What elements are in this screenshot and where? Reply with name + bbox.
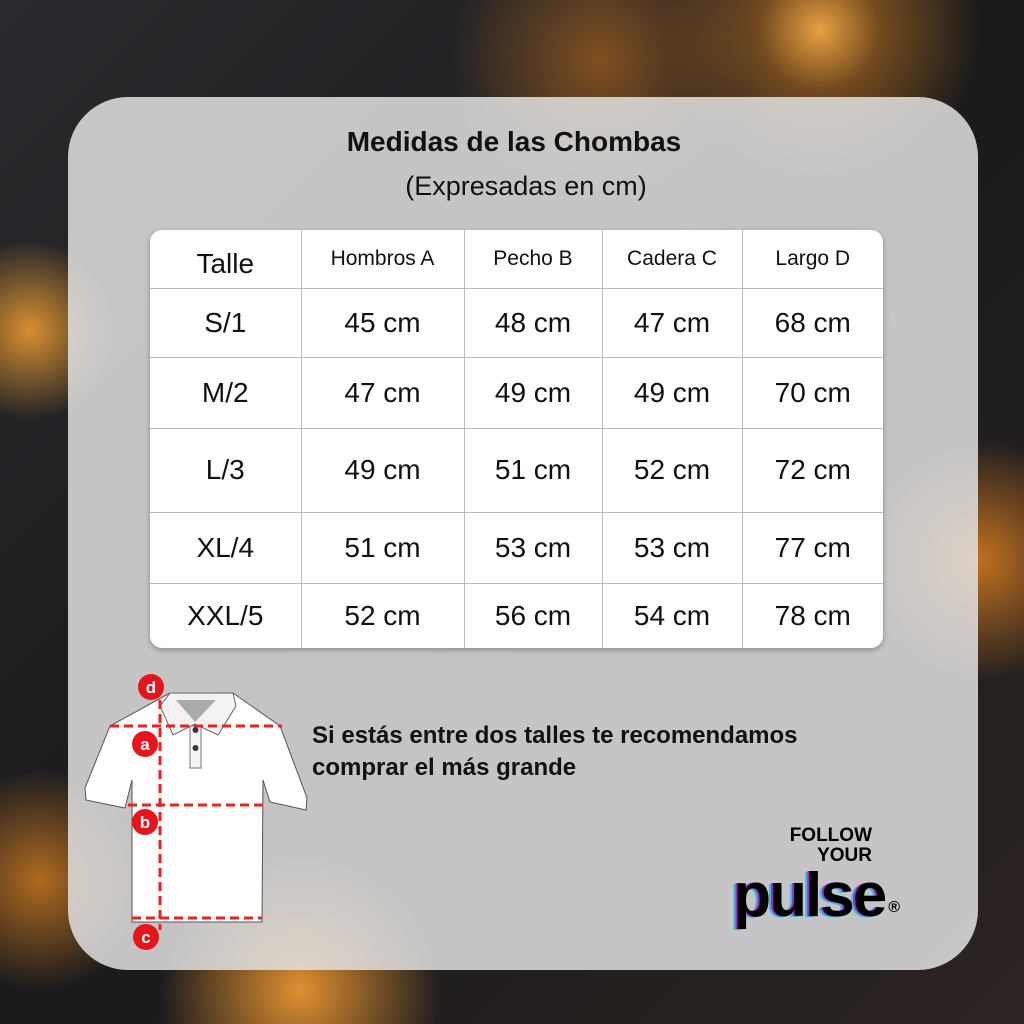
cell: 48 cm (463, 287, 603, 358)
cell: 78 cm (741, 582, 883, 648)
cell: 53 cm (601, 511, 743, 584)
cell: 54 cm (601, 582, 743, 648)
table-row: XXL/5 52 cm 56 cm 54 cm 78 cm (150, 582, 883, 648)
registered-mark: ® (888, 899, 900, 916)
cell: 49 cm (463, 356, 603, 429)
logo-pulse-row: pulse ® (733, 861, 900, 930)
cell: 49 cm (300, 427, 465, 513)
svg-text:d: d (146, 678, 156, 697)
cell: 45 cm (300, 287, 465, 358)
logo-line-3: pulse (733, 861, 887, 930)
cell: 52 cm (300, 582, 465, 648)
header-hombros: Hombros A (300, 230, 465, 289)
svg-text:c: c (141, 928, 150, 947)
size-recommendation-note: Si estás entre dos talles te recomendamo… (312, 720, 912, 784)
marker-a: a (132, 731, 158, 757)
header-largo: Largo D (741, 230, 883, 289)
cell: S/1 (150, 287, 302, 358)
header-cadera: Cadera C (601, 230, 743, 289)
marker-c: c (133, 924, 159, 950)
cell: 49 cm (601, 356, 743, 429)
size-table: Talle Hombros A Pecho B Cadera C Largo D… (150, 230, 883, 648)
cell: 77 cm (741, 511, 883, 584)
cell: 56 cm (463, 582, 603, 648)
header-pecho: Pecho B (463, 230, 603, 289)
cell: 51 cm (300, 511, 465, 584)
page-subtitle: (Expresadas en cm) (405, 171, 647, 201)
follow-your-pulse-logo: FOLLOW YOUR pulse ® (700, 825, 900, 930)
polo-shirt-diagram: d a b c (84, 674, 308, 950)
svg-text:a: a (140, 735, 150, 754)
cell: 53 cm (463, 511, 603, 584)
page-title: Medidas de las Chombas (346, 126, 682, 157)
logo-line-1: FOLLOW (789, 825, 872, 846)
header-talle: Talle (150, 230, 302, 289)
table-row: L/3 49 cm 51 cm 52 cm 72 cm (150, 427, 883, 513)
note-line-2: comprar el más grande (312, 754, 577, 781)
cell: 52 cm (601, 427, 743, 513)
table-row: M/2 47 cm 49 cm 49 cm 70 cm (150, 356, 883, 429)
cell: 47 cm (300, 356, 465, 429)
cell: M/2 (150, 356, 302, 429)
note-line-1: Si estás entre dos talles te recomendamo… (312, 722, 798, 749)
table-row: XL/4 51 cm 53 cm 53 cm 77 cm (150, 511, 883, 584)
table-header-row: Talle Hombros A Pecho B Cadera C Largo D (150, 230, 883, 289)
cell: L/3 (150, 427, 302, 513)
cell: 70 cm (741, 356, 883, 429)
table-row: S/1 45 cm 48 cm 47 cm 68 cm (150, 287, 883, 358)
cell: XXL/5 (150, 582, 302, 648)
cell: XL/4 (150, 511, 302, 584)
svg-text:b: b (140, 813, 150, 832)
cell: 72 cm (741, 427, 883, 513)
cell: 47 cm (601, 287, 743, 358)
marker-d: d (138, 674, 164, 700)
logo-line-2: YOUR (817, 845, 872, 866)
marker-b: b (132, 809, 158, 835)
cell: 68 cm (741, 287, 883, 358)
cell: 51 cm (463, 427, 603, 513)
